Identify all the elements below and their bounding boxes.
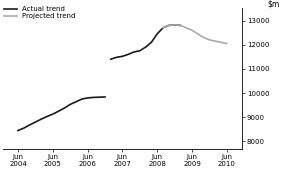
Actual trend bbox=[115, 56, 118, 58]
Projected trend bbox=[208, 39, 211, 41]
Actual trend bbox=[103, 96, 107, 98]
Actual trend bbox=[28, 124, 31, 126]
Actual trend bbox=[68, 103, 72, 105]
Projected trend bbox=[196, 33, 200, 35]
Projected trend bbox=[161, 27, 165, 29]
Actual trend bbox=[51, 113, 55, 115]
Actual trend bbox=[155, 33, 159, 35]
Projected trend bbox=[202, 36, 205, 38]
Actual trend bbox=[167, 24, 170, 26]
Projected trend bbox=[225, 42, 228, 45]
Actual trend bbox=[150, 41, 153, 43]
Actual trend bbox=[57, 110, 60, 112]
Actual trend bbox=[179, 24, 182, 26]
Actual trend bbox=[161, 27, 165, 29]
Projected trend bbox=[213, 40, 217, 42]
Y-axis label: $m: $m bbox=[267, 0, 280, 8]
Projected trend bbox=[173, 24, 176, 26]
Actual trend bbox=[86, 97, 89, 99]
Actual trend bbox=[74, 101, 78, 103]
Actual trend bbox=[63, 107, 66, 109]
Actual trend bbox=[92, 96, 95, 98]
Line: Projected trend: Projected trend bbox=[163, 25, 227, 44]
Projected trend bbox=[219, 41, 223, 43]
Projected trend bbox=[179, 24, 182, 26]
Actual trend bbox=[34, 121, 37, 123]
Projected trend bbox=[185, 27, 188, 29]
Actual trend bbox=[39, 118, 43, 120]
Actual trend bbox=[109, 58, 112, 60]
Actual trend bbox=[121, 55, 124, 57]
Projected trend bbox=[167, 24, 170, 26]
Actual trend bbox=[97, 96, 101, 98]
Actual trend bbox=[127, 53, 130, 55]
Actual trend bbox=[80, 98, 83, 100]
Actual trend bbox=[16, 130, 20, 132]
Actual trend bbox=[173, 24, 176, 26]
Line: Actual trend: Actual trend bbox=[18, 25, 180, 131]
Legend: Actual trend, Projected trend: Actual trend, Projected trend bbox=[3, 6, 76, 20]
Actual trend bbox=[138, 50, 142, 52]
Actual trend bbox=[132, 51, 136, 53]
Actual trend bbox=[45, 115, 49, 117]
Actual trend bbox=[22, 127, 25, 129]
Projected trend bbox=[190, 29, 194, 31]
Actual trend bbox=[144, 46, 147, 48]
